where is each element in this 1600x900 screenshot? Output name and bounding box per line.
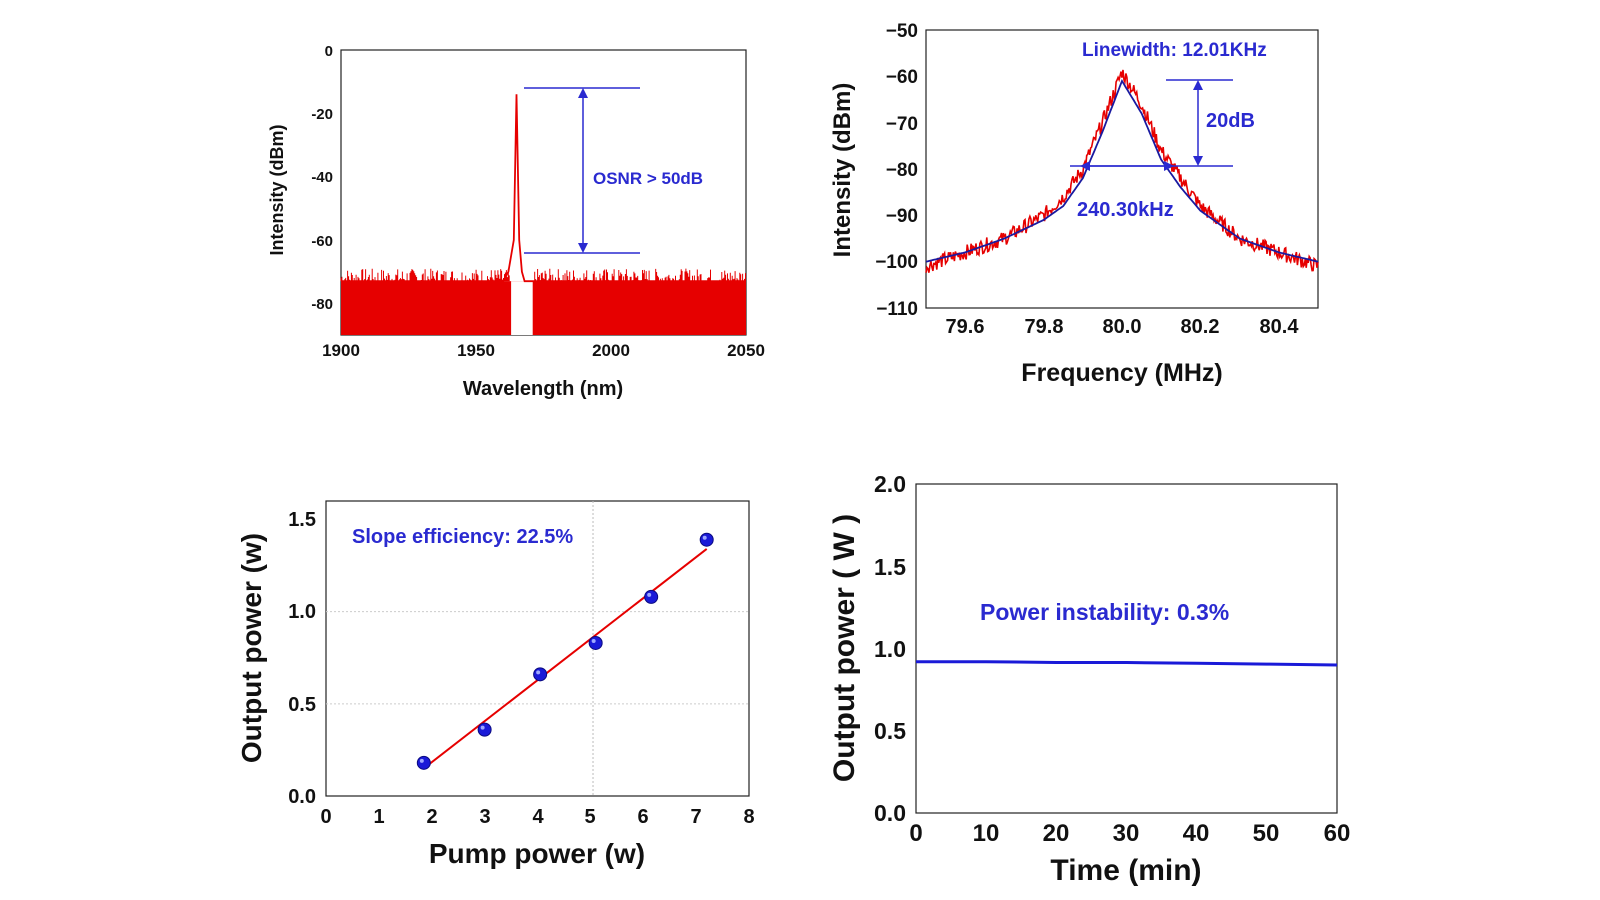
chart-2-x-axis-title: Frequency (MHz) [1021, 359, 1222, 387]
chart-4-x-tick: 20 [1043, 820, 1070, 847]
chart-3-fit-line [423, 548, 708, 770]
chart-2-20db-label: 20dB [1206, 110, 1255, 132]
chart-3-x-axis-title: Pump power (w) [429, 838, 645, 869]
chart-3-data-point-highlight [480, 725, 485, 730]
chart-1-y-axis-title: Intensity (dBm) [267, 124, 287, 255]
chart-2-x-tick: 79.6 [946, 316, 985, 338]
chart-4-y-tick: 2.0 [874, 471, 906, 497]
chart-1-y-tick: -20 [311, 106, 333, 123]
chart-3-marks [416, 532, 714, 770]
chart-1-noise-floor [341, 281, 746, 335]
chart-3-x-tick: 8 [743, 806, 754, 828]
chart-4-y-tick: 0.0 [874, 800, 906, 826]
chart-2-bandwidth-arrowhead-left [1080, 161, 1090, 171]
chart-2-bandwidth-label: 240.30kHz [1077, 199, 1174, 221]
chart-2-measured-series [925, 69, 1319, 273]
chart-4-y-axis-title: Output power ( W ) [828, 514, 861, 782]
chart-3-x-tick: 2 [426, 806, 437, 828]
chart-4-x-axis-title: Time (min) [1050, 854, 1201, 887]
chart-2-20db-arrowhead-up [1193, 80, 1203, 90]
chart-3-data-point [644, 589, 659, 604]
chart-3-slope-label: Slope efficiency: 22.5% [352, 526, 573, 548]
chart-3-grid [326, 501, 749, 796]
chart-3-data-point [533, 667, 548, 682]
chart-1-series-line [341, 94, 746, 283]
chart-4-x-tick: 60 [1324, 820, 1351, 847]
chart-2-y-axis-title: Intensity (dBm) [829, 83, 856, 258]
chart-1-y-tick: 0 [325, 43, 333, 60]
chart-2-x-tick: 80.2 [1181, 316, 1220, 338]
chart-4-x-tick: 30 [1113, 820, 1140, 847]
chart-3-x-tick: 1 [373, 806, 384, 828]
chart-1-osnr-label: OSNR > 50dB [593, 169, 703, 188]
chart-1-y-tick: -60 [311, 233, 333, 250]
chart-2-x-tick: 80.0 [1103, 316, 1142, 338]
chart-2-marks [925, 69, 1319, 273]
chart-4-stability: 0 10 20 30 40 50 60 0.0 0.5 1.0 1.5 2.0 … [828, 471, 1350, 887]
chart-1-osnr-arrowhead-up [578, 88, 588, 98]
chart-4-marks [916, 660, 1338, 667]
chart-1-x-tick: 2050 [727, 341, 765, 360]
chart-2-y-tick: −100 [875, 252, 918, 273]
chart-1-marks [340, 94, 746, 335]
chart-3-data-point-highlight [536, 670, 541, 675]
chart-3-data-point-highlight [419, 758, 424, 763]
chart-1-x-tick: 2000 [592, 341, 630, 360]
chart-4-y-tick: 1.5 [874, 554, 906, 580]
chart-3-data-point [477, 722, 492, 737]
chart-2-x-tick: 80.4 [1260, 316, 1300, 338]
chart-2-fit-series [925, 79, 1319, 263]
chart-4-frame [915, 483, 1338, 814]
chart-3-frame [325, 500, 750, 797]
chart-4-y-tick: 1.0 [874, 636, 906, 662]
chart-3-y-tick: 1.0 [288, 601, 316, 623]
chart-3-data-point [588, 635, 603, 650]
chart-2-linewidth-label: Linewidth: 12.01KHz [1082, 40, 1267, 61]
chart-3-y-tick: 1.5 [288, 509, 316, 531]
chart-3-x-tick: 3 [479, 806, 490, 828]
chart-4-x-tick: 50 [1253, 820, 1280, 847]
chart-3-x-tick: 4 [532, 806, 544, 828]
chart-3-x-tick: 0 [320, 806, 331, 828]
chart-3-data-point-highlight [591, 638, 596, 643]
chart-2-y-tick: −80 [886, 160, 918, 181]
chart-1-osnr-arrowhead-down [578, 243, 588, 253]
chart-1-notch [511, 281, 533, 335]
chart-1-x-axis-title: Wavelength (nm) [463, 378, 623, 400]
chart-2-y-tick: −50 [886, 21, 918, 42]
chart-4-x-tick: 40 [1183, 820, 1210, 847]
chart-4-series-line [916, 660, 1338, 667]
chart-2-20db-arrowhead-down [1193, 156, 1203, 166]
chart-3-slope-efficiency: 0 1 2 3 4 5 6 7 8 0.0 0.5 1.0 1.5 Pump p… [236, 500, 755, 869]
chart-3-data-point-highlight [702, 535, 707, 540]
chart-4-instability-label: Power instability: 0.3% [980, 599, 1229, 625]
chart-1-x-tick: 1950 [457, 341, 495, 360]
chart-2-linewidth: 79.6 79.8 80.0 80.2 80.4 −50 −60 −70 −80… [829, 21, 1319, 387]
chart-2-y-tick: −60 [886, 67, 918, 88]
chart-3-y-tick: 0.5 [288, 694, 316, 716]
chart-2-y-tick: −70 [886, 114, 918, 135]
chart-1-y-tick: -80 [311, 296, 333, 313]
chart-3-x-tick: 5 [584, 806, 595, 828]
chart-2-frame [925, 29, 1319, 309]
chart-3-data-point [416, 755, 431, 770]
chart-3-x-tick: 6 [637, 806, 648, 828]
chart-2-y-tick: −90 [886, 206, 918, 227]
chart-2-y-tick: −110 [876, 299, 918, 320]
chart-3-data-point-highlight [647, 592, 652, 597]
chart-3-data-point [699, 532, 714, 547]
chart-4-x-tick: 0 [909, 820, 922, 847]
chart-2-x-tick: 79.8 [1025, 316, 1064, 338]
chart-1-x-tick: 1900 [322, 341, 360, 360]
chart-4-y-tick: 0.5 [874, 718, 906, 744]
chart-2-bandwidth-arrowhead-right [1164, 161, 1174, 171]
chart-1-spectrum: 1900 1950 2000 2050 0 -20 -40 -60 -80 Wa… [267, 43, 765, 400]
chart-3-y-tick: 0.0 [288, 786, 316, 808]
chart-3-y-axis-title: Output power (w) [236, 533, 267, 763]
chart-3-x-tick: 7 [690, 806, 701, 828]
chart-1-y-tick: -40 [311, 169, 333, 186]
chart-4-x-tick: 10 [973, 820, 1000, 847]
